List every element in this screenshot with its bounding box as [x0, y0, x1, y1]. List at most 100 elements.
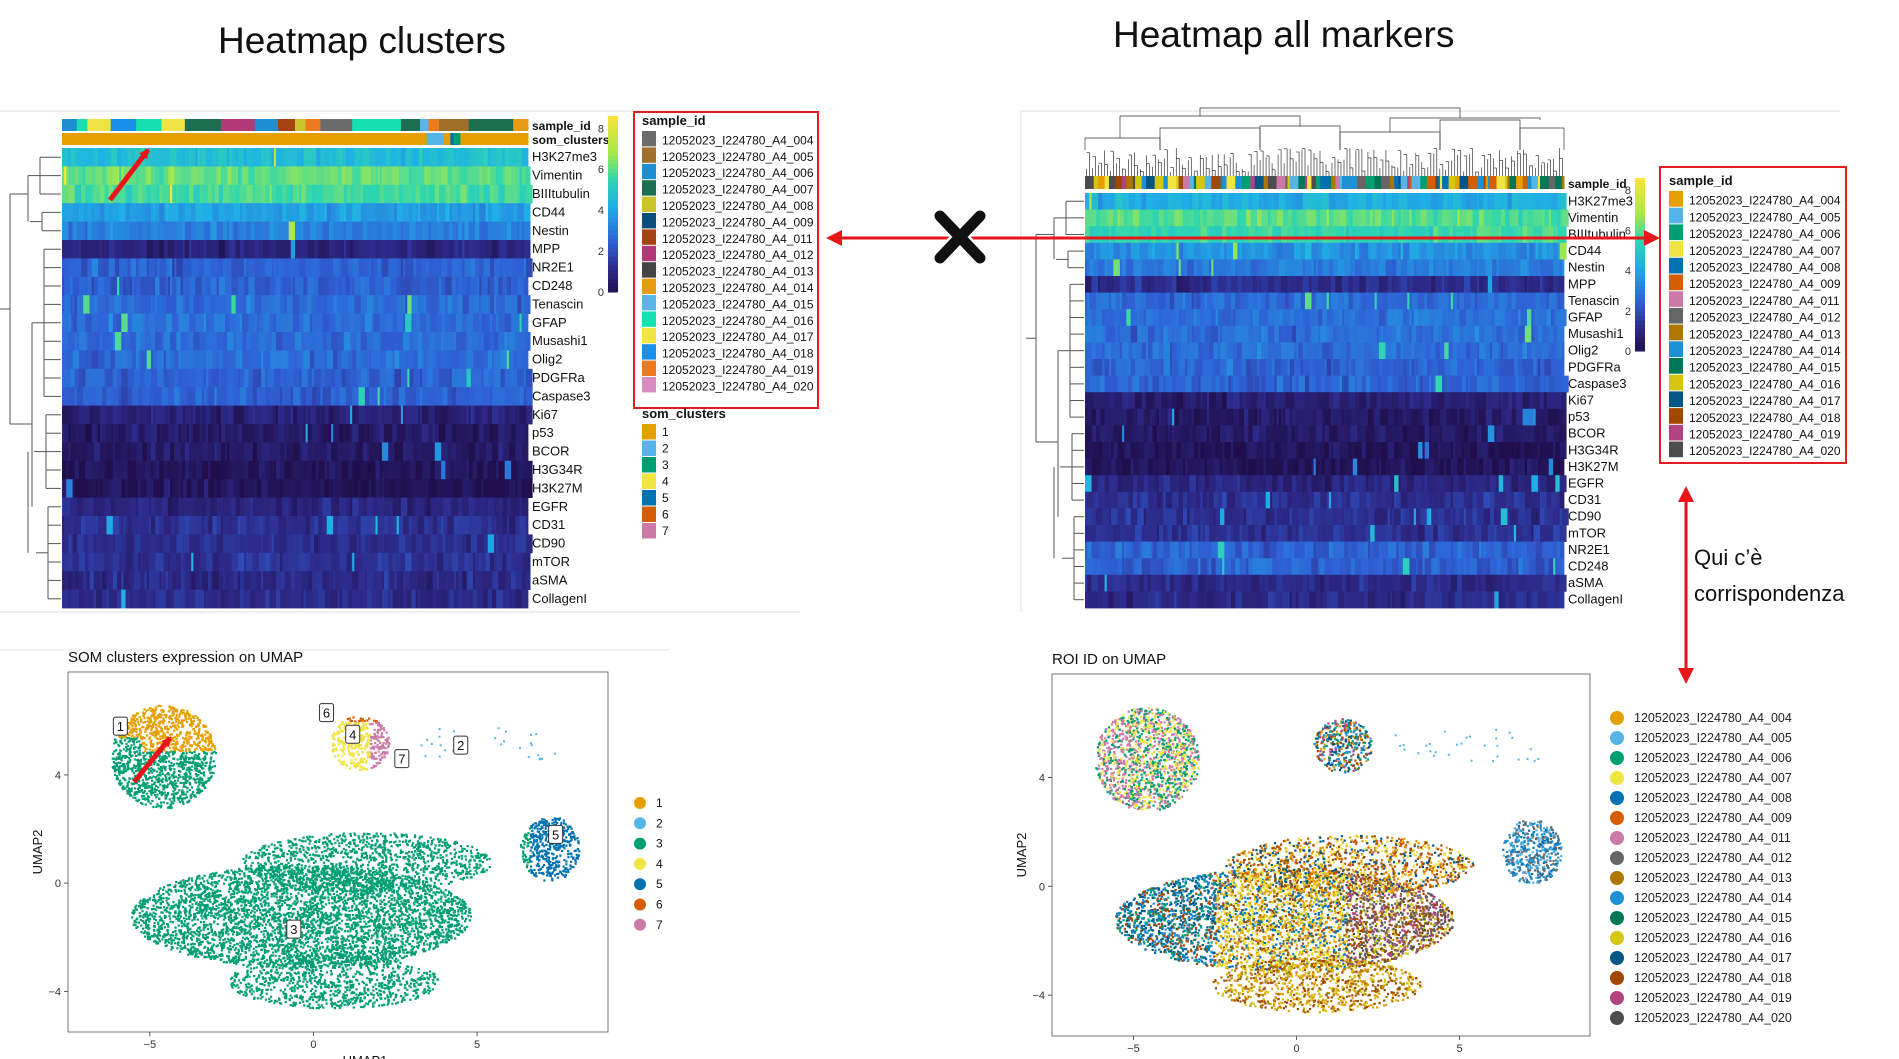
heatmap-cell [1317, 226, 1321, 244]
heatmap-cell [392, 387, 400, 406]
heatmap-cell [1526, 309, 1532, 327]
heatmap-cell [1226, 226, 1232, 244]
heatmap-cell [1553, 359, 1556, 376]
heatmap-cell [1341, 458, 1347, 476]
heatmap-cell [364, 258, 370, 278]
heatmap-cell [326, 497, 332, 517]
heatmap-cell [337, 350, 342, 370]
heatmap-cell [159, 405, 167, 425]
sample-annotation-cell [1459, 176, 1469, 189]
heatmap-cell [1546, 408, 1550, 426]
heatmap-cell [1189, 193, 1193, 210]
heatmap-cell [1555, 392, 1563, 410]
heatmap-cell [93, 589, 97, 609]
heatmap-cell [252, 184, 256, 204]
sample-annotation-cell [1141, 176, 1147, 189]
heatmap-cell [269, 442, 273, 462]
heatmap-cell [525, 571, 531, 590]
heatmap-cell [405, 276, 412, 296]
heatmap-cell [248, 534, 256, 554]
heatmap-cell [1317, 342, 1323, 360]
heatmap-cell [161, 552, 165, 572]
heatmap-cell [411, 276, 415, 296]
heatmap-cell [1298, 209, 1306, 227]
heatmap-cell [1291, 359, 1295, 376]
heatmap-cell [227, 405, 234, 425]
heatmap-cell [278, 258, 285, 278]
heatmap-cell [468, 295, 474, 314]
sample-annotation-cell [375, 119, 402, 131]
cluster-legend-swatch [642, 523, 656, 539]
heatmap-cell [468, 479, 474, 498]
heatmap-cell [1211, 259, 1214, 277]
heatmap-cell [220, 516, 224, 535]
heatmap-cell [182, 405, 186, 425]
heatmap-cell [1529, 242, 1534, 260]
heatmap-cell [1489, 242, 1493, 260]
heatmap-cell [479, 332, 482, 351]
cluster-annotation-cell [426, 133, 445, 145]
heatmap-cell [1535, 342, 1543, 360]
heatmap-cell [1250, 442, 1256, 459]
heatmap-cell [165, 184, 171, 204]
heatmap-cell [517, 148, 523, 167]
heatmap-cell [199, 240, 205, 259]
heatmap-cell [1446, 259, 1450, 277]
heatmap-cell [447, 442, 451, 462]
heatmap-cell [506, 516, 510, 535]
heatmap-cell [1176, 375, 1184, 393]
heatmap-cell [525, 184, 533, 204]
heatmap-cell [1235, 193, 1238, 210]
heatmap-cell [449, 442, 453, 462]
heatmap-cell [1317, 392, 1325, 410]
heatmap-cell [324, 350, 328, 370]
heatmap-cell [483, 534, 487, 554]
heatmap-cell [85, 424, 93, 443]
heatmap-cell [1422, 359, 1428, 376]
heatmap-cell [479, 221, 482, 241]
heatmap-cell [506, 203, 514, 222]
heatmap-cell [1476, 259, 1480, 277]
heatmap-cell [1357, 425, 1360, 443]
heatmap-cell [305, 460, 313, 480]
heatmap-cell [1102, 458, 1108, 476]
heatmap-cell [1348, 193, 1352, 210]
heatmap-cell [267, 405, 273, 425]
heatmap-cell [191, 424, 194, 443]
heatmap-cell [301, 589, 304, 609]
heatmap-cell [496, 589, 503, 609]
heatmap-cell [1272, 226, 1277, 244]
heatmap-cell [521, 534, 527, 554]
heatmap-cell [1372, 226, 1378, 244]
heatmap-cell [159, 534, 162, 554]
heatmap-cell [1287, 226, 1295, 244]
heatmap-cell [445, 203, 451, 222]
heatmap-cell [1246, 342, 1249, 360]
heatmap-cell [1219, 242, 1225, 260]
heatmap-cell [1159, 375, 1164, 393]
heatmap-cell [1185, 458, 1188, 476]
heatmap-cell [121, 332, 124, 351]
heatmap-cell [62, 148, 69, 167]
heatmap-cell [1287, 276, 1291, 293]
heatmap-cell [216, 405, 222, 425]
heatmap-cell [1485, 209, 1489, 227]
heatmap-cell [519, 184, 527, 204]
heatmap-cell [1130, 442, 1138, 459]
heatmap-cell [1272, 458, 1280, 476]
heatmap-cell [345, 240, 351, 259]
heatmap-cell [1100, 209, 1108, 227]
heatmap-cell [443, 148, 448, 167]
heatmap-cell [1148, 226, 1151, 244]
heatmap-cell [326, 258, 334, 278]
heatmap-cell [1516, 292, 1524, 310]
heatmap-cell [324, 276, 330, 296]
heatmap-cell [472, 203, 476, 222]
heatmap-cell [273, 479, 281, 498]
heatmap-cell [460, 405, 467, 425]
heatmap-cell [127, 387, 133, 406]
heatmap-cell [345, 166, 349, 186]
heatmap-cell [311, 203, 315, 222]
heatmap-cell [521, 479, 527, 498]
sample-annotation-cell [1435, 176, 1439, 189]
